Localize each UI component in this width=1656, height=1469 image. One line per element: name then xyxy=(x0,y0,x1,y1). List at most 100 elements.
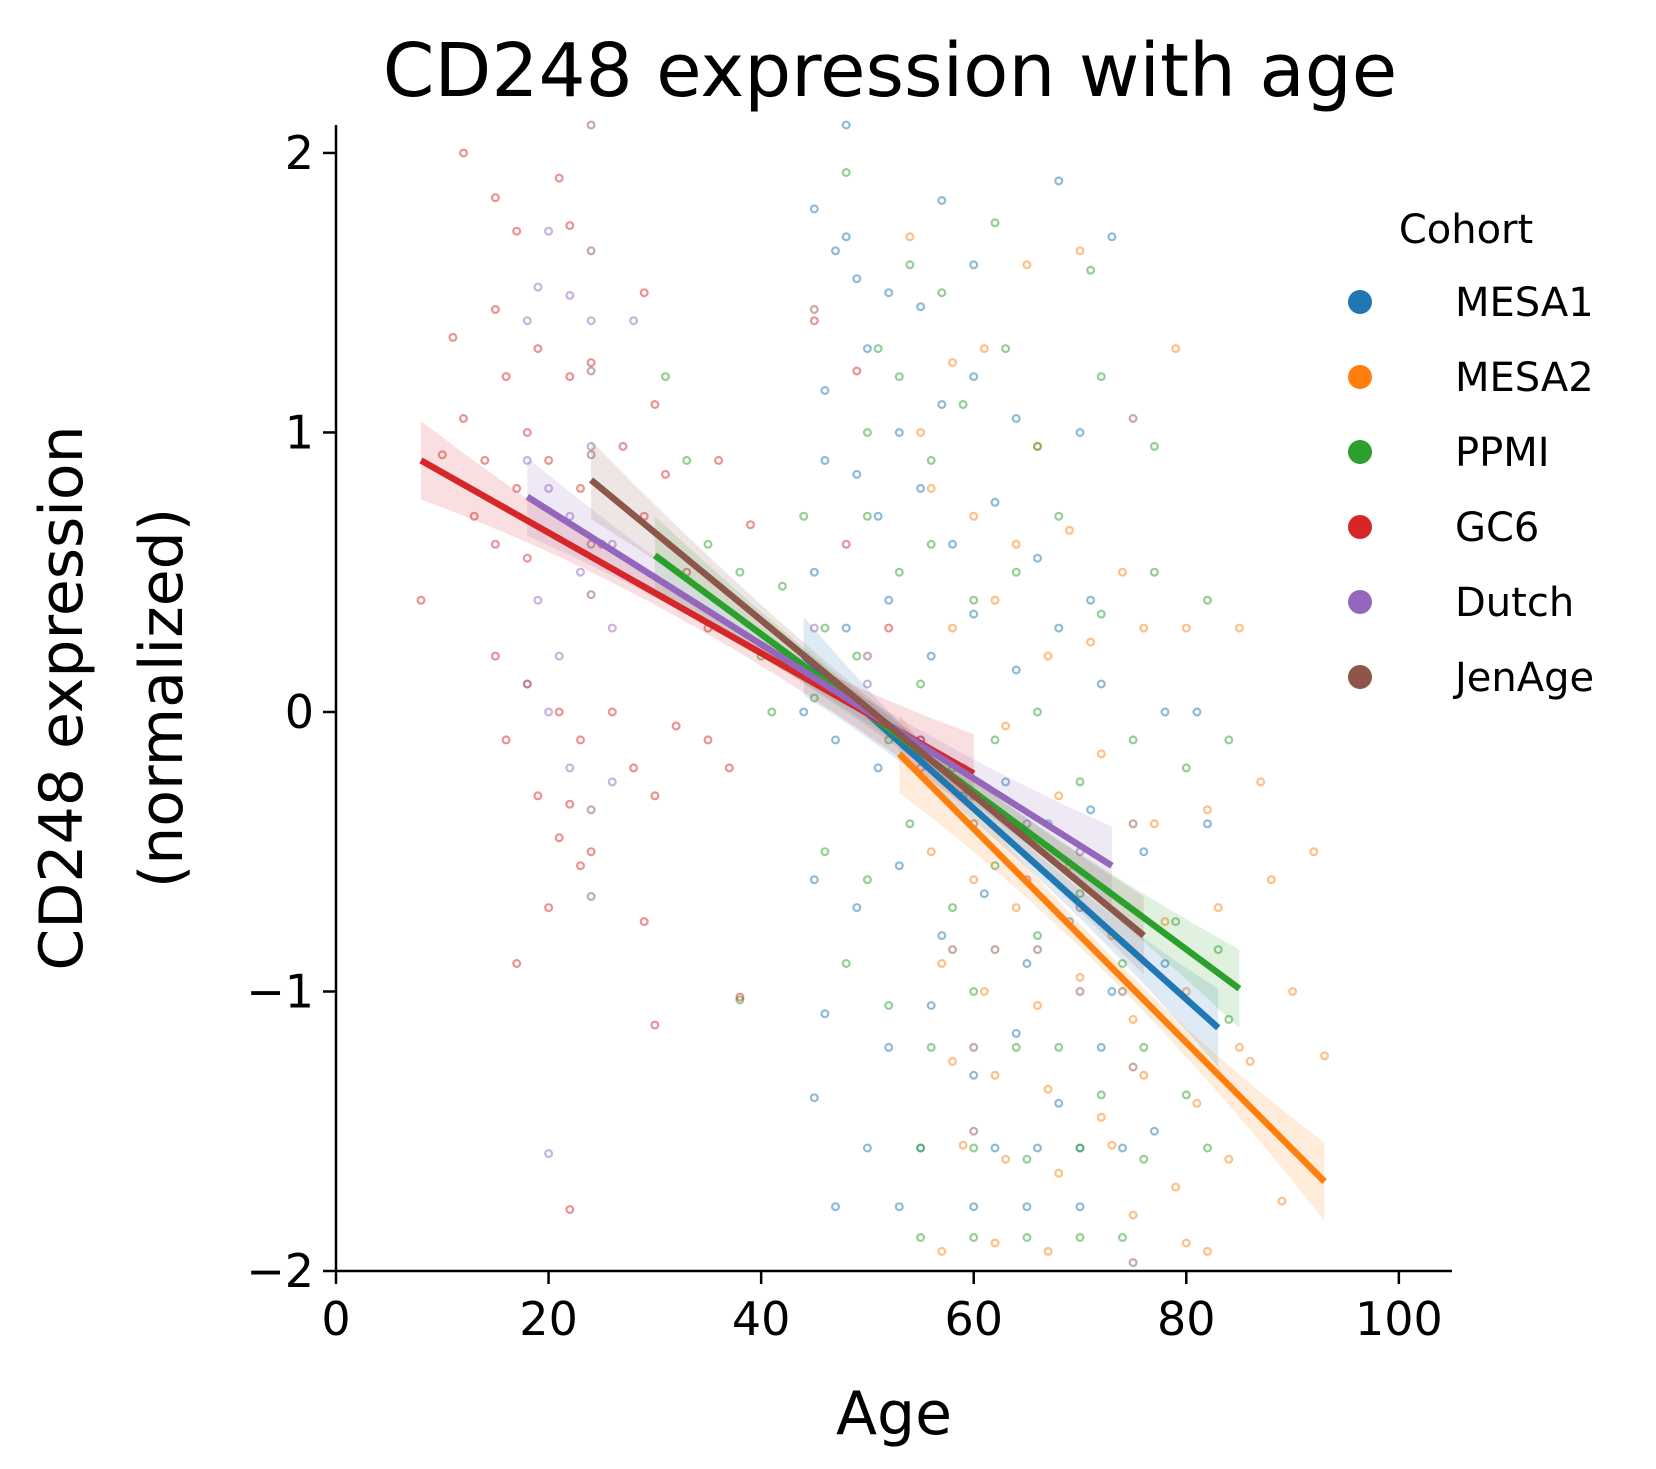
point-mesa2 xyxy=(1075,972,1085,982)
point-ppmi xyxy=(777,581,787,591)
point-mesa2 xyxy=(1192,1098,1202,1108)
point-mesa1 xyxy=(1160,707,1170,717)
point-mesa1 xyxy=(969,1202,979,1212)
point-ppmi xyxy=(916,1232,926,1242)
point-mesa2 xyxy=(1309,847,1319,857)
point-mesa1 xyxy=(1107,232,1117,242)
point-mesa2 xyxy=(926,483,936,493)
point-mesa2 xyxy=(1043,1084,1053,1094)
point-mesa2 xyxy=(1001,721,1011,731)
point-dutch xyxy=(575,567,585,577)
point-gc6 xyxy=(809,316,819,326)
point-dutch xyxy=(533,282,543,292)
point-ppmi xyxy=(969,595,979,605)
point-mesa1 xyxy=(1096,1042,1106,1052)
point-gc6 xyxy=(544,455,554,465)
point-mesa1 xyxy=(1086,595,1096,605)
point-ppmi xyxy=(1171,917,1181,927)
point-mesa2 xyxy=(1096,1112,1106,1122)
point-gc6 xyxy=(554,833,564,843)
legend-label-dutch: Dutch xyxy=(1455,580,1574,626)
point-ppmi xyxy=(1075,1232,1085,1242)
point-mesa2 xyxy=(1224,1154,1234,1164)
point-jenage xyxy=(969,1042,979,1052)
point-jenage xyxy=(1117,986,1127,996)
point-ppmi xyxy=(1117,1232,1127,1242)
point-mesa2 xyxy=(1277,1196,1287,1206)
point-mesa1 xyxy=(873,763,883,773)
point-gc6 xyxy=(512,958,522,968)
point-mesa1 xyxy=(1022,958,1032,968)
point-mesa1 xyxy=(894,861,904,871)
point-mesa1 xyxy=(1075,1202,1085,1212)
point-jenage xyxy=(1128,1062,1138,1072)
point-mesa1 xyxy=(937,196,947,206)
point-gc6 xyxy=(459,414,469,424)
point-ppmi xyxy=(905,819,915,829)
point-ppmi xyxy=(1096,372,1106,382)
point-dutch xyxy=(533,595,543,605)
point-gc6 xyxy=(533,791,543,801)
point-dutch xyxy=(554,651,564,661)
point-mesa1 xyxy=(1011,1028,1021,1038)
x-tick-label: 100 xyxy=(1355,1292,1443,1346)
point-mesa1 xyxy=(841,623,851,633)
point-ppmi xyxy=(1011,1042,1021,1052)
point-jenage xyxy=(586,450,596,460)
point-mesa1 xyxy=(830,1202,840,1212)
point-gc6 xyxy=(544,903,554,913)
point-mesa1 xyxy=(1075,428,1085,438)
point-jenage xyxy=(947,945,957,955)
point-ppmi xyxy=(1202,1143,1212,1153)
point-gc6 xyxy=(501,735,511,745)
point-mesa2 xyxy=(979,986,989,996)
point-dutch xyxy=(544,1149,554,1159)
point-gc6 xyxy=(469,511,479,521)
point-ppmi xyxy=(1117,958,1127,968)
point-gc6 xyxy=(533,344,543,354)
point-gc6 xyxy=(565,799,575,809)
point-dutch xyxy=(522,679,532,689)
point-ppmi xyxy=(905,260,915,270)
y-tick-label: −1 xyxy=(246,964,314,1018)
point-mesa2 xyxy=(1319,1051,1329,1061)
y-axis-label-line-1: CD248 expression xyxy=(27,425,97,970)
point-mesa2 xyxy=(1011,903,1021,913)
point-ppmi xyxy=(1086,265,1096,275)
point-mesa2 xyxy=(1234,623,1244,633)
point-gc6 xyxy=(554,707,564,717)
point-gc6 xyxy=(618,441,628,451)
point-ppmi xyxy=(884,1000,894,1010)
point-gc6 xyxy=(884,623,894,633)
point-ppmi xyxy=(894,567,904,577)
point-mesa1 xyxy=(841,232,851,242)
point-mesa1 xyxy=(947,539,957,549)
point-ppmi xyxy=(1022,1232,1032,1242)
point-ppmi xyxy=(1128,735,1138,745)
point-gc6 xyxy=(512,483,522,493)
point-ppmi xyxy=(990,735,1000,745)
point-mesa1 xyxy=(873,511,883,521)
point-mesa2 xyxy=(1128,1014,1138,1024)
point-jenage xyxy=(862,651,872,661)
point-mesa2 xyxy=(990,1070,1000,1080)
legend-marker-dutch xyxy=(1348,590,1372,614)
point-gc6 xyxy=(490,651,500,661)
point-gc6 xyxy=(459,148,469,158)
point-mesa1 xyxy=(884,288,894,298)
y-tick-label: 1 xyxy=(285,405,314,459)
point-dutch xyxy=(522,316,532,326)
point-mesa1 xyxy=(852,903,862,913)
point-mesa2 xyxy=(1149,819,1159,829)
point-ppmi xyxy=(990,861,1000,871)
point-mesa2 xyxy=(1054,1168,1064,1178)
legend: Cohort MESA1 MESA2 PPMI GC6 Dutch JenAge xyxy=(1348,207,1594,701)
point-mesa2 xyxy=(1266,875,1276,885)
point-ppmi xyxy=(873,344,883,354)
point-mesa1 xyxy=(862,1143,872,1153)
point-ppmi xyxy=(1096,1090,1106,1100)
point-mesa1 xyxy=(1032,553,1042,563)
point-gc6 xyxy=(575,483,585,493)
point-ppmi xyxy=(820,847,830,857)
